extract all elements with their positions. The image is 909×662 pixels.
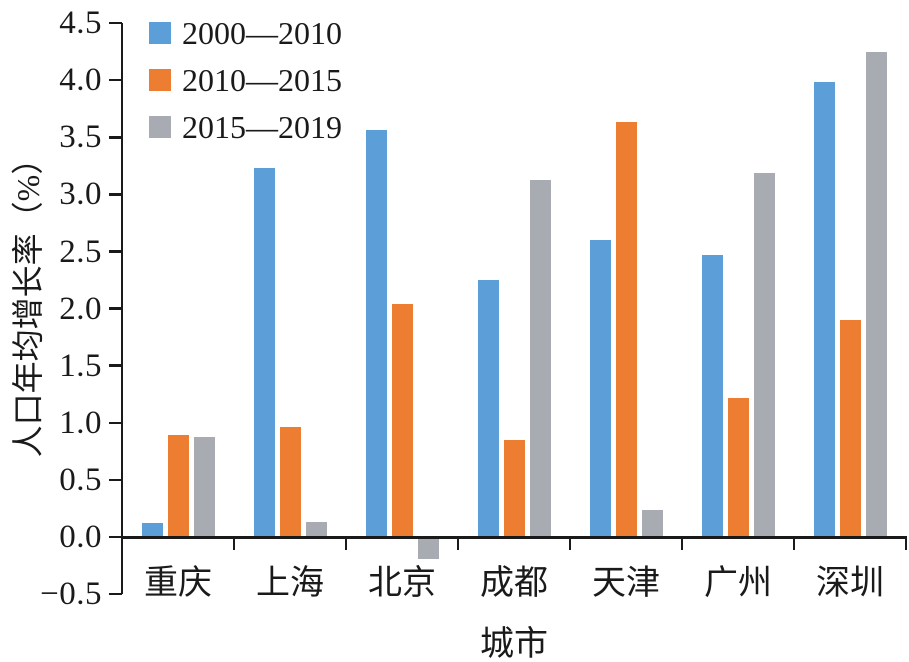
bar-广州-2000—2010	[701, 254, 723, 537]
legend-item: 2015—2019	[149, 107, 342, 147]
y-tick	[109, 478, 122, 482]
bar-重庆-2000—2010	[141, 523, 163, 537]
legend-swatch	[149, 22, 171, 44]
y-tick-label: 0.5	[59, 461, 102, 498]
bar-深圳-2015—2019	[865, 51, 887, 537]
bar-天津-2010—2015	[615, 122, 637, 537]
legend-item: 2000—2010	[149, 13, 342, 53]
legend-label: 2000—2010	[182, 14, 342, 51]
x-tick	[904, 537, 908, 550]
bar-深圳-2010—2015	[839, 320, 861, 537]
y-tick	[109, 364, 122, 367]
y-tick	[109, 307, 122, 310]
y-tick	[109, 535, 122, 539]
bar-重庆-2015—2019	[193, 436, 215, 537]
bar-北京-2010—2015	[391, 304, 413, 537]
legend: 2000—2010 2010—2015 2015—2019	[149, 13, 342, 154]
y-tick	[109, 193, 122, 196]
y-tick-label: 3.5	[59, 119, 102, 156]
bar-广州-2015—2019	[753, 172, 775, 537]
legend-swatch	[149, 116, 171, 138]
y-axis-line	[120, 23, 124, 595]
legend-item: 2010—2015	[149, 60, 342, 100]
y-tick-label: 2.0	[59, 290, 102, 327]
legend-label: 2010—2015	[182, 61, 342, 98]
y-tick	[109, 136, 122, 139]
bar-北京-2000—2010	[365, 130, 387, 537]
x-axis-title: 城市	[480, 626, 548, 662]
x-category-label: 北京	[368, 565, 436, 602]
y-tick-label: 2.5	[59, 233, 102, 270]
y-tick	[109, 21, 122, 25]
x-category-label: 天津	[592, 565, 660, 602]
y-tick-label: −0.5	[40, 576, 102, 613]
x-category-label: 广州	[704, 565, 772, 602]
bar-天津-2000—2010	[589, 240, 611, 537]
y-tick-label: 1.5	[59, 347, 102, 384]
bar-上海-2000—2010	[253, 168, 275, 537]
legend-swatch	[149, 69, 171, 91]
y-tick-label: 1.0	[59, 404, 102, 441]
bar-成都-2000—2010	[477, 280, 499, 537]
x-tick	[680, 537, 684, 550]
bar-深圳-2000—2010	[813, 82, 835, 537]
y-tick-label: 0.0	[59, 519, 102, 555]
x-tick	[568, 537, 572, 550]
y-tick-label: 3.0	[59, 176, 102, 213]
bar-天津-2015—2019	[641, 509, 663, 537]
y-tick-label: 4.0	[59, 62, 102, 99]
bar-上海-2010—2015	[279, 427, 301, 537]
bar-上海-2015—2019	[305, 522, 327, 537]
bar-北京-2015—2019	[417, 537, 439, 559]
y-tick-label: 4.5	[59, 5, 102, 42]
x-tick	[232, 537, 236, 550]
x-category-label: 成都	[480, 565, 548, 602]
y-tick	[109, 250, 122, 253]
y-tick	[109, 592, 122, 596]
x-tick	[792, 537, 796, 550]
x-tick	[456, 537, 460, 550]
x-category-label: 深圳	[816, 565, 884, 602]
y-tick	[109, 78, 122, 82]
x-category-label: 重庆	[144, 565, 212, 602]
legend-label: 2015—2019	[182, 108, 342, 145]
bar-重庆-2010—2015	[167, 435, 189, 537]
bar-广州-2010—2015	[727, 397, 749, 537]
bar-成都-2010—2015	[503, 439, 525, 537]
x-axis-line	[120, 535, 908, 539]
x-tick	[344, 537, 348, 550]
y-tick	[109, 421, 122, 425]
y-axis-title: 人口年均增长率（%）	[10, 142, 46, 458]
x-category-label: 上海	[256, 565, 324, 602]
bar-成都-2015—2019	[529, 179, 551, 537]
